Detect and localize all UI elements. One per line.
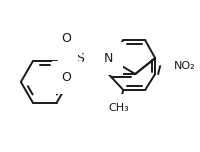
- Text: O: O: [61, 32, 71, 45]
- Text: O: O: [61, 71, 71, 85]
- Text: N: N: [103, 52, 113, 65]
- Text: CH₃: CH₃: [107, 103, 128, 113]
- Text: NO₂: NO₂: [173, 61, 195, 71]
- Text: S: S: [76, 52, 84, 65]
